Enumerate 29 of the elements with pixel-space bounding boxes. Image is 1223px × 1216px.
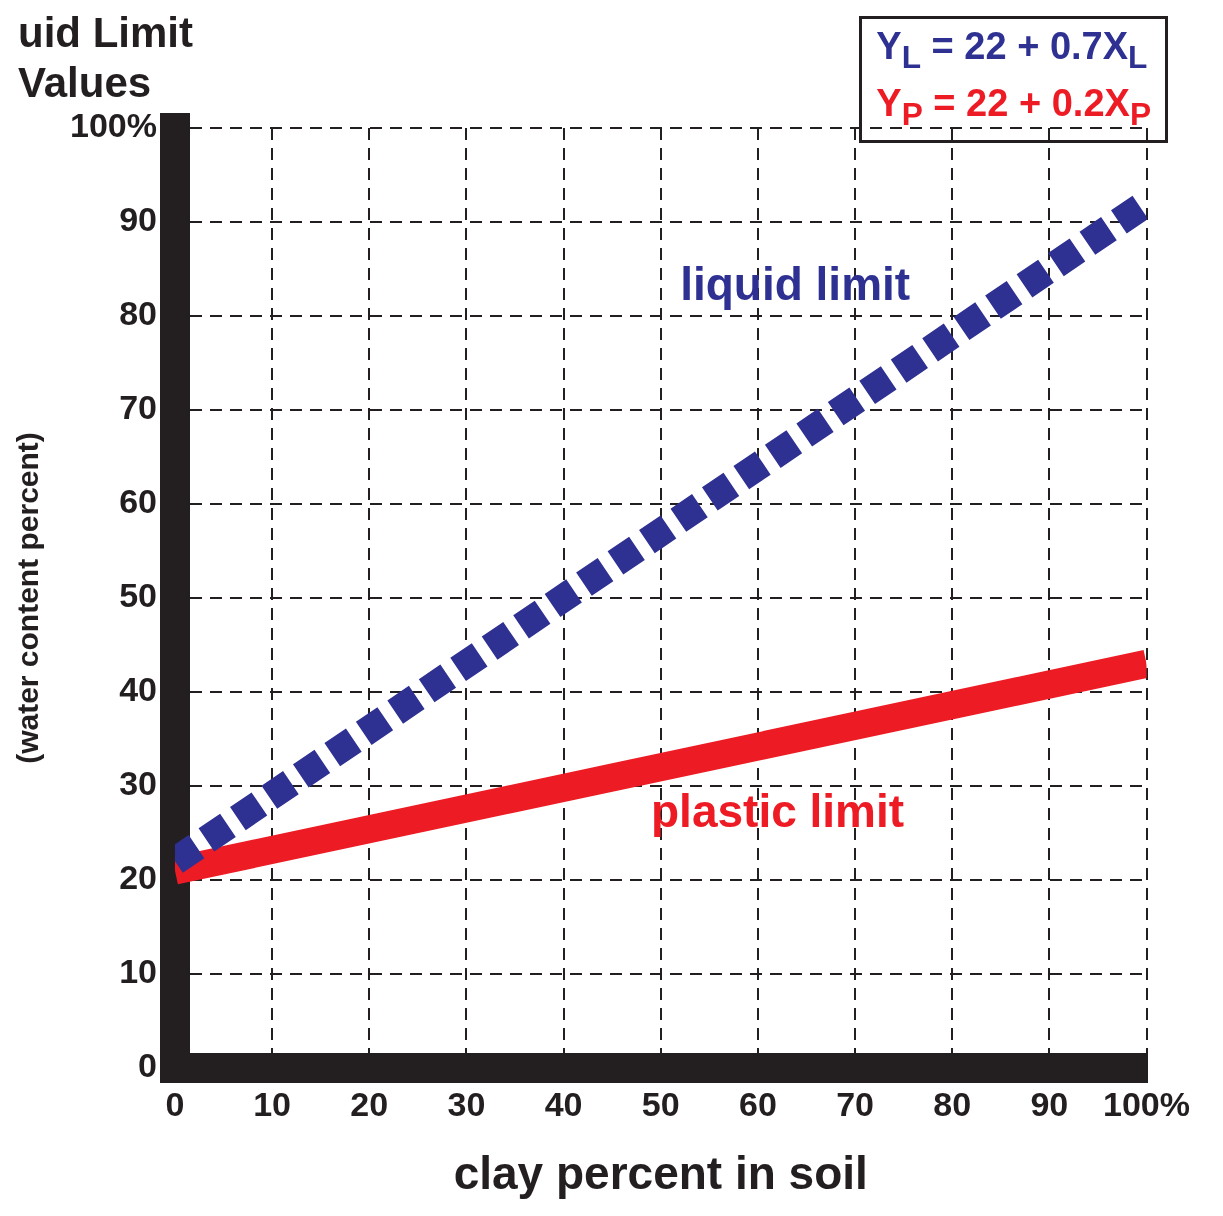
y-tick-label: 40 [119, 670, 157, 709]
series-label: liquid limit [680, 258, 911, 311]
x-axis-title: clay percent in soil [453, 1147, 868, 1200]
y-tick-label: 20 [119, 858, 157, 897]
y-axis-title: (water content percent) [11, 432, 45, 764]
chart-title: uid Limit Values [18, 8, 194, 108]
x-tick-label: 40 [544, 1084, 583, 1123]
x-tick-label: 30 [447, 1084, 486, 1123]
x-tick-label: 70 [836, 1084, 874, 1123]
y-tick-label: 80 [119, 294, 157, 333]
x-tick-label: 90 [1030, 1084, 1069, 1123]
y-tick-label: 60 [119, 482, 157, 521]
x-tick-label: 60 [738, 1084, 777, 1123]
annotation: Y$_{P}$ = 22 + 0.2X$_{P}$ [876, 80, 1151, 134]
x-tick-label: 80 [933, 1084, 972, 1123]
x-tick-label: 50 [641, 1084, 680, 1123]
series-label: plastic limit [651, 784, 905, 837]
x-tick-label: 10 [253, 1084, 292, 1123]
y-tick-label: 50 [119, 576, 157, 615]
y-tick-label: 100% [69, 106, 157, 145]
text: Y$_{L}$ = 22 + 0.7X$_{L}$ [876, 24, 1149, 77]
y-tick-label: 70 [119, 388, 157, 427]
y-tick-label: 0 [138, 1046, 157, 1085]
y-tick-label: 10 [119, 952, 157, 991]
x-tick-label: 0 [165, 1084, 185, 1123]
y-tick-label: 90 [119, 200, 157, 239]
x-tick-label: 100% [1103, 1084, 1190, 1123]
x-tick-label: 20 [350, 1084, 389, 1123]
y-tick-label: 30 [119, 764, 157, 803]
